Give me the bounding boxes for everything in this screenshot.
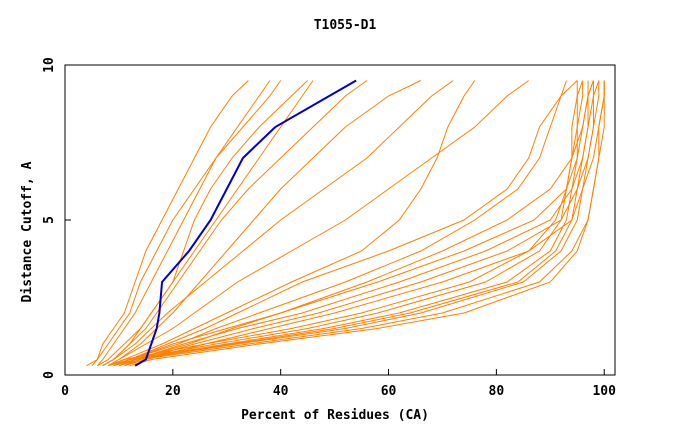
- series-line: [107, 80, 476, 367]
- y-tick-label: 0: [42, 371, 57, 379]
- plot-frame: [64, 64, 616, 376]
- series-line: [113, 80, 578, 367]
- series-line: [113, 80, 578, 367]
- x-tick-label: 40: [273, 384, 289, 399]
- y-tick-label: 10: [42, 57, 57, 73]
- series-line: [129, 80, 605, 367]
- series-line: [107, 80, 530, 367]
- series-line: [113, 80, 584, 367]
- series-line: [118, 80, 600, 367]
- series-line: [91, 80, 249, 367]
- series-line: [113, 80, 567, 367]
- x-tick-label: 20: [165, 384, 181, 399]
- x-axis-label: Percent of Residues (CA): [241, 408, 429, 423]
- series-line: [124, 80, 605, 367]
- series-line: [107, 80, 584, 367]
- series-line: [118, 80, 594, 367]
- chart-title: T1055-D1: [314, 18, 377, 33]
- x-tick-label: 60: [381, 384, 397, 399]
- series-line: [107, 80, 422, 367]
- series-line: [102, 80, 454, 367]
- series-line: [96, 80, 271, 367]
- x-tick-label: 100: [592, 384, 616, 399]
- x-tick-label: 0: [61, 384, 69, 399]
- series-line: [113, 80, 600, 367]
- y-tick-label: 5: [42, 216, 57, 224]
- series-line: [86, 80, 282, 367]
- series-line: [102, 80, 368, 367]
- series-line: [118, 80, 594, 367]
- series-line: [134, 79, 357, 367]
- series-line: [102, 80, 308, 367]
- y-axis-label: Distance Cutoff, A: [20, 161, 35, 302]
- series-line: [97, 80, 314, 367]
- x-tick-label: 80: [489, 384, 505, 399]
